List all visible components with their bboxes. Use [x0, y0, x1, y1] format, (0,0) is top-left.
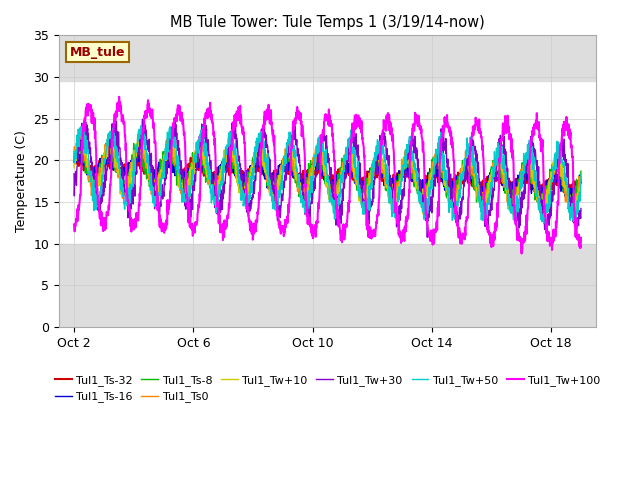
Bar — [59, 36, 596, 81]
Text: MB_tule: MB_tule — [70, 46, 125, 59]
Title: MB Tule Tower: Tule Temps 1 (3/19/14-now): MB Tule Tower: Tule Temps 1 (3/19/14-now… — [170, 15, 485, 30]
Bar — [59, 244, 596, 327]
Legend: Tul1_Ts-32, Tul1_Ts-16, Tul1_Ts-8, Tul1_Ts0, Tul1_Tw+10, Tul1_Tw+30, Tul1_Tw+50,: Tul1_Ts-32, Tul1_Ts-16, Tul1_Ts-8, Tul1_… — [51, 371, 605, 407]
Y-axis label: Temperature (C): Temperature (C) — [15, 130, 28, 232]
